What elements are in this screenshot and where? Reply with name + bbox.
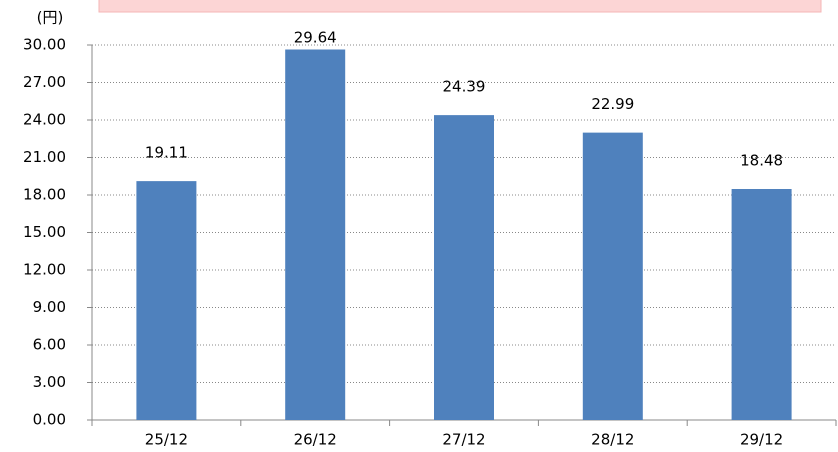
y-tick-label: 0.00: [33, 411, 66, 429]
bar: [582, 132, 643, 420]
y-tick-label: 15.00: [23, 223, 66, 241]
data-label: 22.99: [591, 95, 634, 113]
y-tick-label: 12.00: [23, 261, 66, 279]
y-tick-label: 9.00: [33, 298, 66, 316]
y-tick-label: 24.00: [23, 111, 66, 129]
data-label: 19.11: [145, 144, 188, 162]
y-tick-label: 27.00: [23, 73, 66, 91]
y-tick-label: 3.00: [33, 373, 66, 391]
bar: [434, 115, 494, 420]
data-label: 18.48: [740, 152, 783, 170]
x-tick-label: 27/12: [442, 431, 485, 449]
data-label: 24.39: [443, 78, 486, 96]
x-tick-label: 28/12: [591, 431, 634, 449]
data-label: 29.64: [294, 29, 337, 47]
bar: [136, 181, 197, 420]
banner: [98, 0, 822, 13]
x-tick-label: 29/12: [740, 431, 783, 449]
x-tick-label: 25/12: [145, 431, 188, 449]
y-tick-label: 21.00: [23, 148, 66, 166]
y-axis-label: (円): [37, 9, 64, 27]
bar: [731, 189, 792, 420]
bar: [285, 49, 346, 420]
x-tick-label: 26/12: [294, 431, 337, 449]
y-tick-label: 18.00: [23, 186, 66, 204]
y-tick-label: 6.00: [33, 336, 66, 354]
y-tick-label: 30.00: [23, 36, 66, 54]
